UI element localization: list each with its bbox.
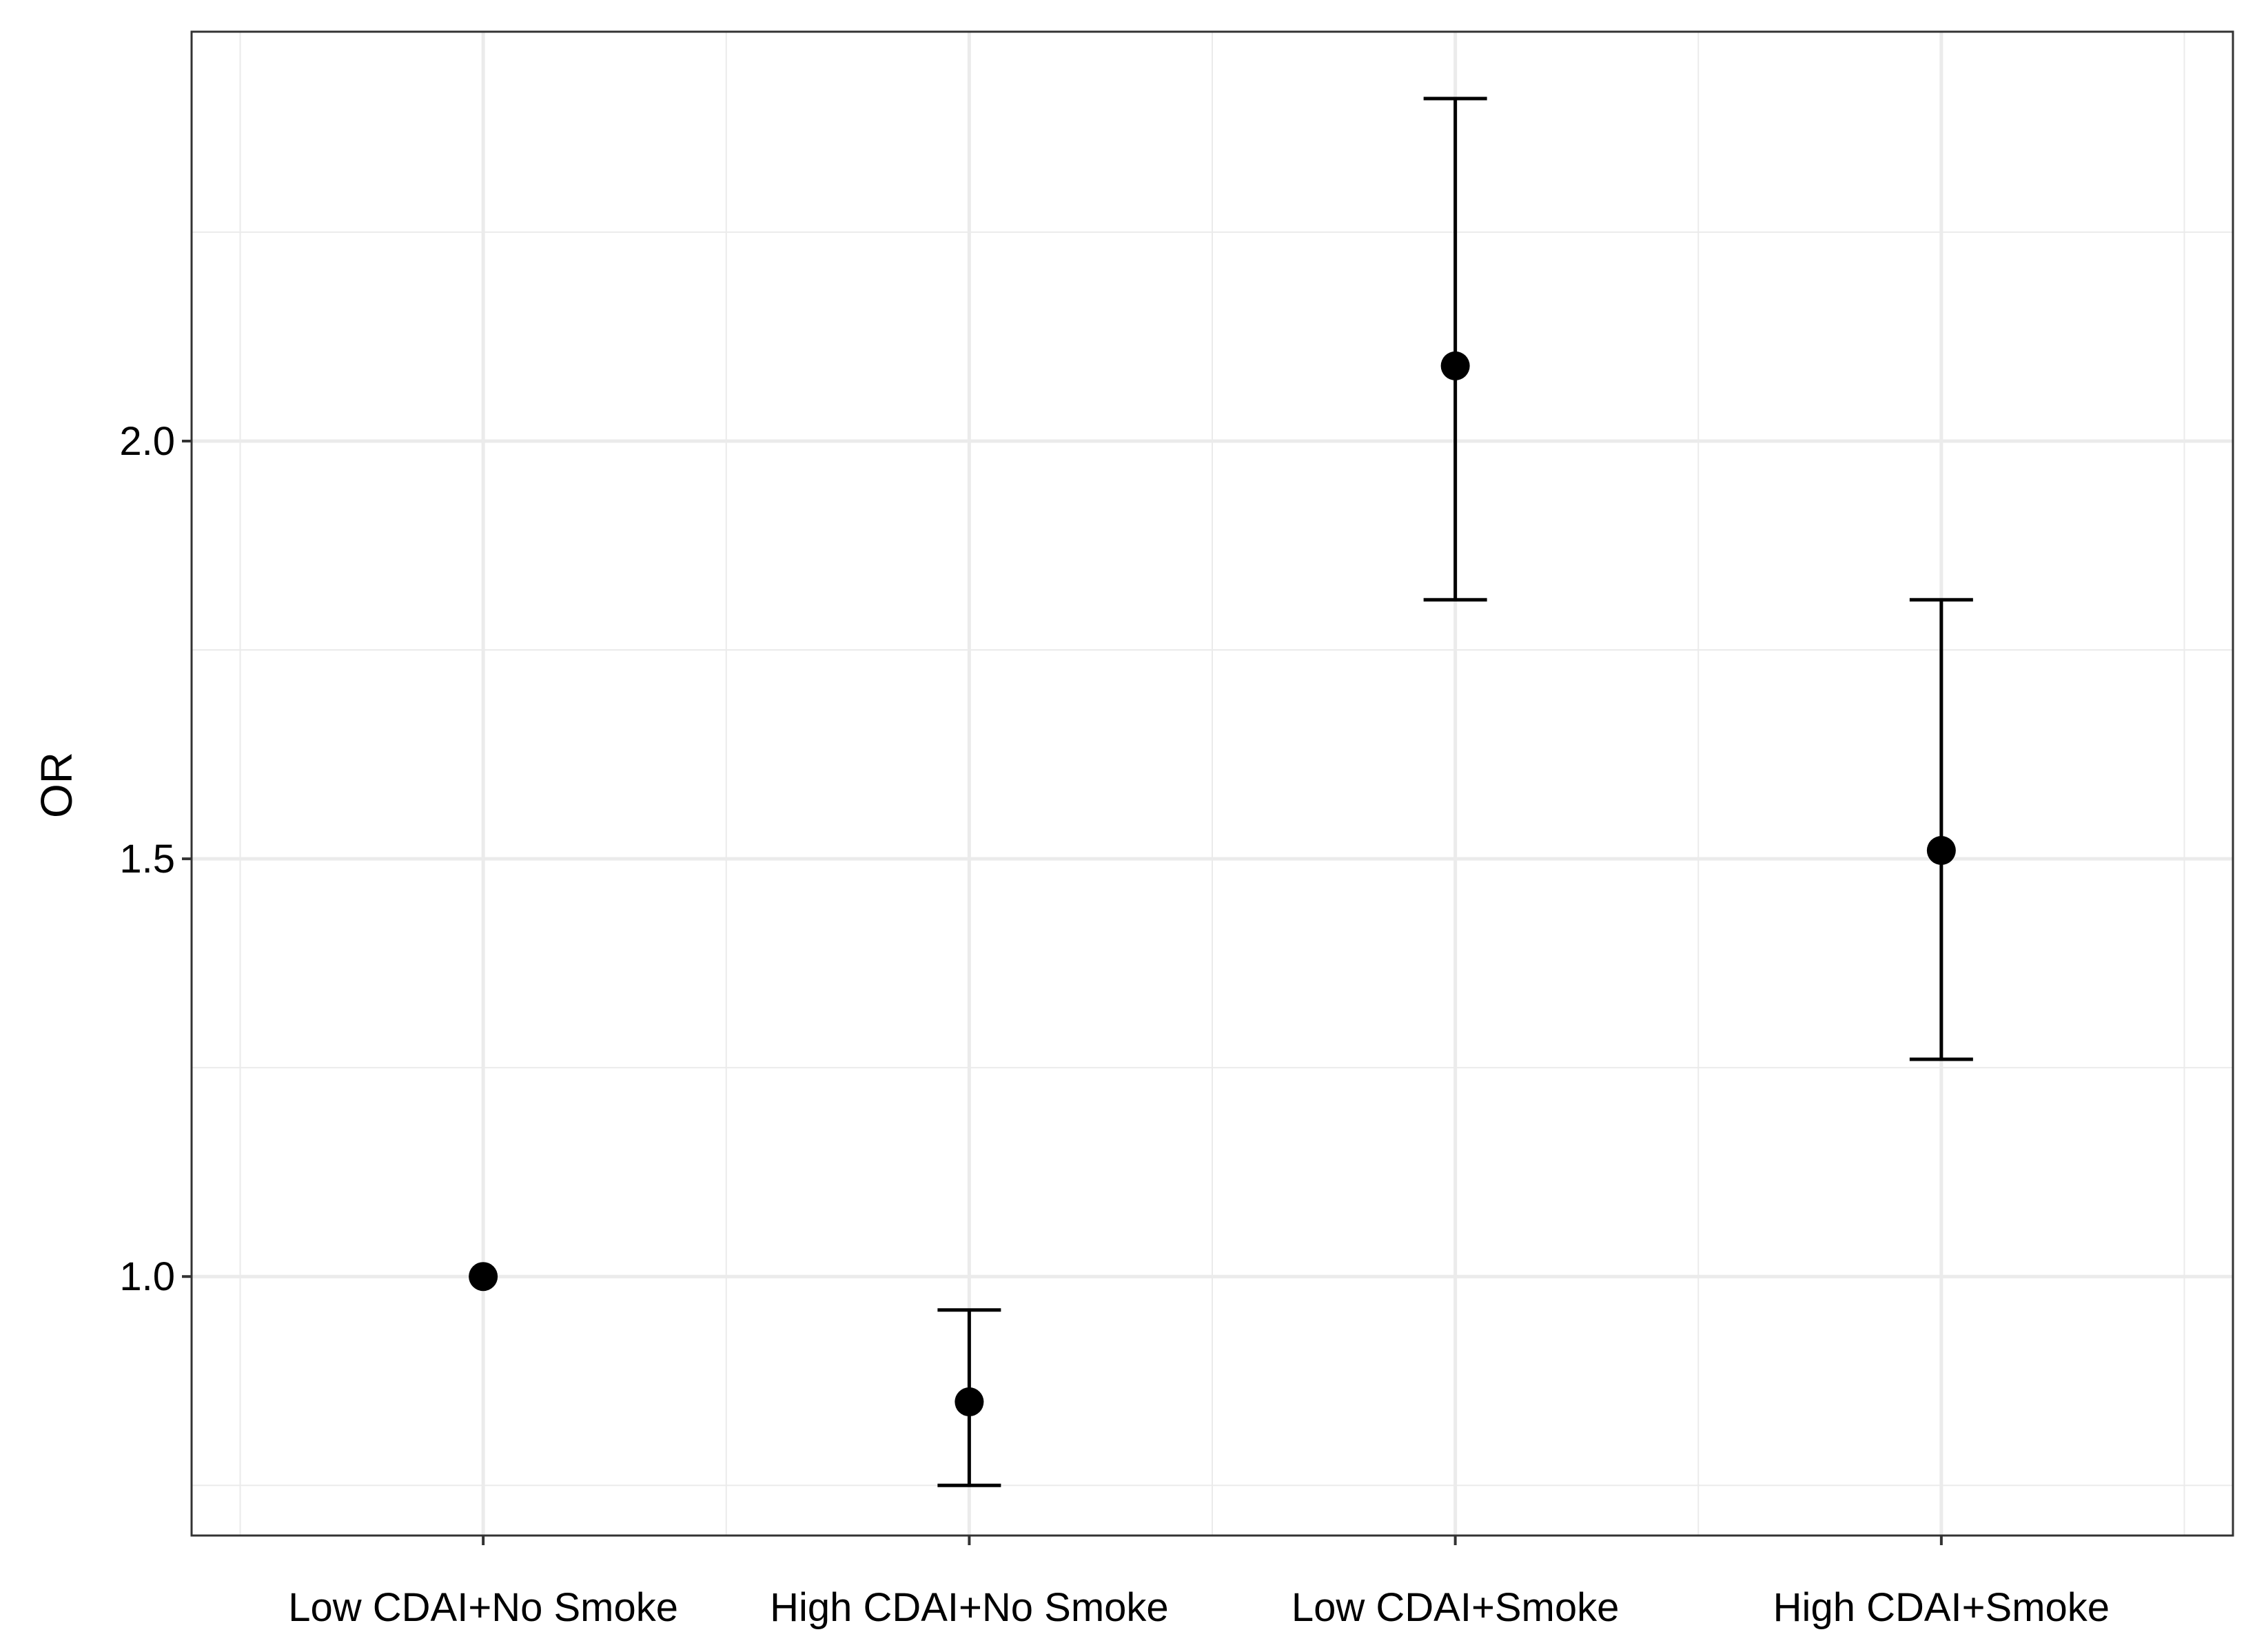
panel-border — [190, 30, 2234, 1537]
y-tick-label: 1.0 — [119, 1254, 175, 1299]
x-tick-label: Low CDAI+No Smoke — [288, 1585, 678, 1630]
data-point — [955, 1387, 984, 1417]
data-point — [1440, 351, 1470, 380]
y-tick-label: 1.5 — [119, 837, 175, 881]
data-points — [469, 351, 1956, 1417]
y-axis: 1.0 1.5 2.0 — [119, 419, 192, 1299]
error-bar — [1423, 96, 1487, 602]
y-tick-label: 2.0 — [119, 419, 175, 464]
x-axis: Low CDAI+No Smoke High CDAI+No Smoke Low C… — [288, 1536, 2110, 1630]
data-point — [469, 1262, 498, 1292]
grid-minor — [192, 32, 2233, 1536]
y-axis-title: OR — [32, 752, 81, 818]
data-point — [1926, 835, 1956, 865]
error-bar — [1909, 598, 1973, 1061]
x-tick-label: High CDAI+Smoke — [1773, 1585, 2110, 1630]
x-tick-label: Low CDAI+Smoke — [1292, 1585, 1619, 1630]
x-tick-label: High CDAI+No Smoke — [770, 1585, 1169, 1630]
